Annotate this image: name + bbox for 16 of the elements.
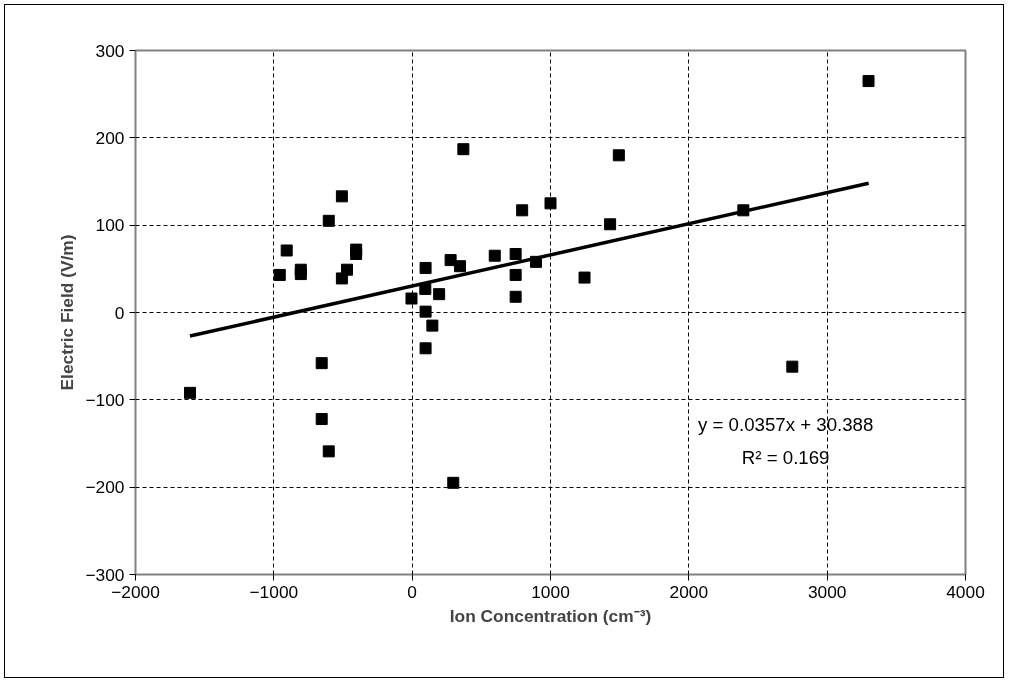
y-tick-label: 300 bbox=[95, 40, 125, 61]
y-tick-label: 100 bbox=[95, 215, 125, 236]
y-tick-label: −200 bbox=[85, 477, 125, 498]
x-tick-label: 4000 bbox=[946, 581, 985, 602]
x-tick-label: 0 bbox=[407, 581, 417, 602]
y-tick-label: 0 bbox=[114, 302, 125, 323]
annotation: y = 0.0357x + 30.388 bbox=[698, 413, 874, 435]
y-tick-label: 200 bbox=[95, 127, 125, 148]
y-tick-label: −100 bbox=[85, 389, 125, 410]
x-axis-title: Ion Concentration (cm⁻³) bbox=[449, 605, 652, 626]
annotation: R² = 0.169 bbox=[741, 446, 830, 468]
x-tick-label: 2000 bbox=[669, 581, 709, 602]
x-tick-label: 1000 bbox=[531, 581, 570, 602]
y-axis-title: Electric Field (V/m) bbox=[57, 234, 78, 391]
x-tick-label: 3000 bbox=[807, 581, 847, 602]
x-tick-label: −1000 bbox=[249, 581, 299, 602]
